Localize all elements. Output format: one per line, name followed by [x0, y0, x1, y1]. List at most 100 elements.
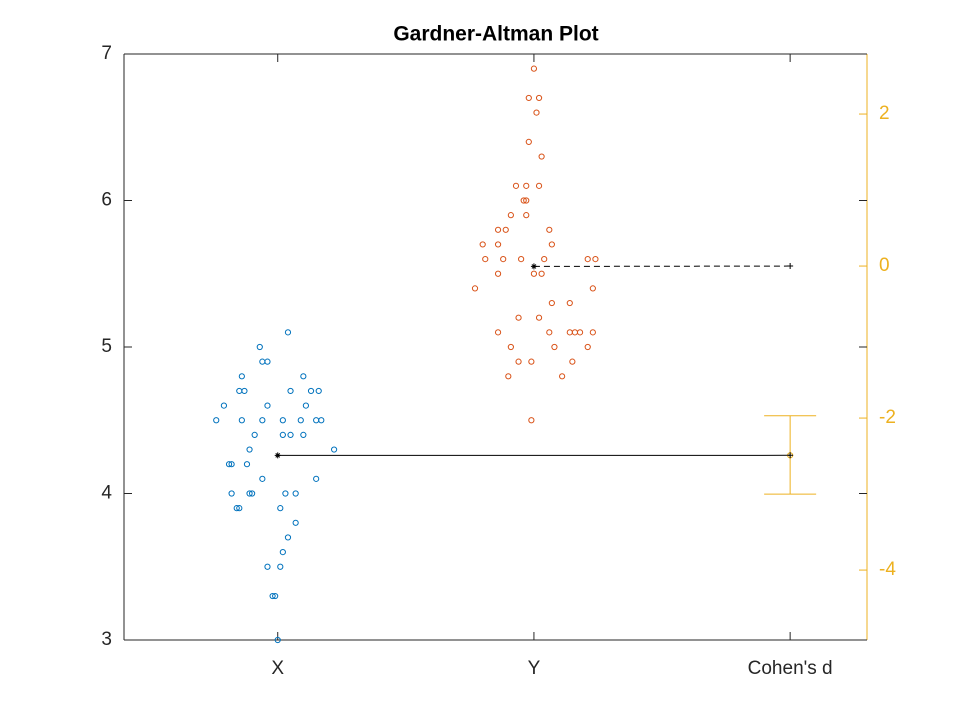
- data-point: [548, 299, 555, 307]
- data-point: [535, 182, 543, 189]
- data-point: [494, 270, 502, 277]
- data-point: [541, 256, 548, 263]
- y2-tick-label: -4: [879, 559, 896, 580]
- data-point: [512, 182, 520, 189]
- data-point: [515, 358, 522, 365]
- mean-marker: [530, 263, 537, 270]
- data-point: [279, 431, 286, 438]
- effect-marker-star: [787, 452, 794, 459]
- data-point: [535, 314, 543, 321]
- data-point: [284, 329, 292, 336]
- data-point: [225, 461, 233, 468]
- y-tick-label: 3: [101, 629, 112, 650]
- mean-marker: [274, 452, 281, 459]
- data-point: [505, 373, 512, 380]
- data-point: [566, 299, 573, 307]
- data-point: [243, 461, 251, 468]
- data-point: [535, 94, 543, 102]
- y2-tick-label: 0: [879, 255, 890, 276]
- data-point: [584, 343, 591, 351]
- data-point: [494, 241, 502, 248]
- data-point: [530, 270, 538, 277]
- data-point: [507, 212, 514, 219]
- data-point: [274, 636, 281, 644]
- data-point: [500, 256, 507, 263]
- data-point: [523, 212, 530, 219]
- data-point: [546, 226, 553, 233]
- data-point: [538, 270, 545, 277]
- data-point: [256, 343, 263, 351]
- data-point: [330, 446, 338, 453]
- x-tick-label: Cohen's d: [748, 658, 833, 679]
- data-point: [559, 373, 566, 380]
- data-point: [494, 226, 502, 233]
- data-point: [251, 431, 258, 438]
- data-point: [548, 241, 555, 248]
- data-point: [277, 563, 284, 570]
- data-point: [525, 94, 532, 102]
- data-point: [507, 343, 514, 351]
- data-point: [592, 256, 599, 263]
- data-point: [264, 358, 271, 365]
- data-point: [269, 592, 276, 600]
- data-point: [589, 285, 596, 292]
- data-point: [279, 549, 286, 556]
- data-point: [297, 417, 304, 424]
- data-point: [246, 446, 253, 453]
- data-point: [213, 417, 220, 424]
- data-point: [502, 226, 509, 233]
- data-point: [292, 519, 299, 526]
- y-tick-label: 7: [101, 43, 112, 64]
- data-point: [238, 417, 245, 424]
- data-point: [523, 197, 530, 204]
- data-point: [302, 402, 310, 409]
- y-tick-label: 6: [101, 190, 112, 211]
- data-point: [264, 402, 271, 409]
- data-point: [279, 417, 286, 424]
- data-point: [292, 490, 299, 497]
- data-point: [471, 285, 479, 292]
- data-point: [300, 431, 307, 438]
- data-point: [284, 534, 292, 541]
- data-point: [576, 329, 584, 336]
- data-point: [515, 314, 522, 321]
- data-point: [220, 402, 228, 409]
- data-point: [300, 373, 307, 380]
- data-point: [530, 65, 538, 72]
- data-point: [479, 241, 486, 248]
- data-point: [538, 153, 545, 160]
- data-point: [525, 138, 532, 145]
- data-point: [277, 505, 284, 512]
- data-point: [584, 256, 591, 263]
- data-point: [533, 109, 540, 116]
- y-tick-label: 4: [101, 483, 112, 504]
- data-point: [287, 387, 294, 395]
- data-point: [589, 329, 596, 336]
- data-point: [228, 490, 235, 497]
- data-point: [233, 505, 240, 512]
- data-point: [228, 461, 235, 468]
- data-point: [236, 505, 243, 512]
- data-point: [272, 592, 279, 600]
- data-point: [315, 387, 322, 395]
- data-point: [249, 490, 256, 497]
- data-point: [313, 475, 320, 482]
- y2-tick-label: 2: [879, 103, 890, 124]
- x-tick-label: Y: [528, 658, 541, 679]
- data-point: [551, 343, 558, 351]
- data-point: [307, 387, 315, 395]
- data-point: [482, 256, 489, 263]
- data-point: [282, 490, 289, 497]
- data-point: [318, 417, 325, 424]
- data-point: [287, 431, 294, 438]
- data-point: [494, 329, 502, 336]
- data-point: [528, 358, 535, 365]
- chart-title: Gardner-Altman Plot: [393, 23, 598, 46]
- data-point: [523, 182, 530, 189]
- data-point: [259, 475, 266, 482]
- x-tick-label: X: [271, 658, 284, 679]
- y-tick-label: 5: [101, 336, 112, 357]
- data-point: [241, 387, 248, 395]
